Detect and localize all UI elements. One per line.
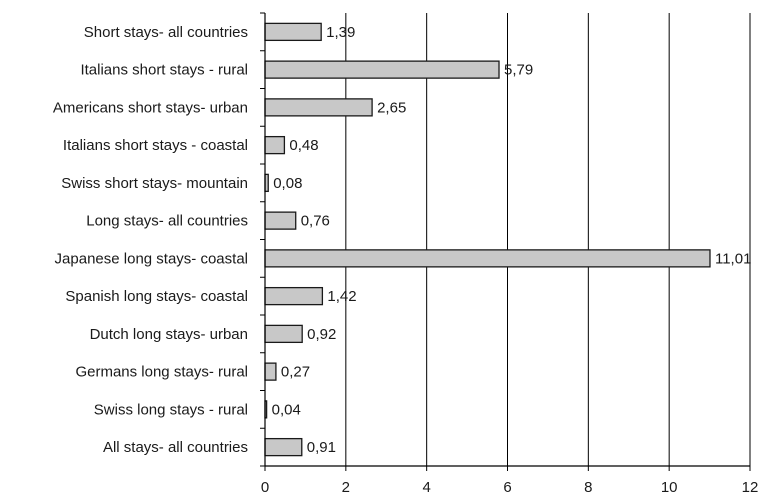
grid-lines	[345, 13, 751, 466]
x-tick-label: 6	[503, 479, 511, 496]
x-tick-label: 2	[342, 479, 350, 496]
x-tick-label: 8	[584, 479, 592, 496]
data-label: 11,01	[715, 250, 751, 267]
axes	[260, 12, 751, 471]
x-tick-label: 4	[422, 479, 430, 496]
data-label: 0,04	[272, 401, 301, 418]
x-tick-label: 0	[261, 479, 269, 496]
category-label: Swiss short stays- mountain	[61, 175, 248, 192]
data-label: 0,48	[289, 137, 318, 154]
bar	[264, 437, 303, 457]
category-label: All stays- all countries	[103, 439, 248, 456]
category-label: Spanish long stays- coastal	[65, 288, 248, 305]
labels: 1,39 Short stays- all countries 5,79 Italia…	[53, 24, 758, 496]
data-label: 0,92	[307, 326, 336, 343]
category-label: Americans short stays- urban	[53, 99, 248, 116]
bar	[264, 324, 303, 344]
category-label: Germans long stays- rural	[75, 364, 248, 381]
bar	[264, 22, 322, 42]
category-label: Italians short stays - rural	[80, 62, 248, 79]
category-label: Japanese long stays- coastal	[55, 250, 248, 267]
category-label: Long stays- all countries	[86, 213, 248, 230]
category-label: Italians short stays - coastal	[63, 137, 248, 154]
data-label: 0,08	[273, 175, 302, 192]
category-label: Short stays- all countries	[84, 24, 248, 41]
data-label: 5,79	[504, 62, 533, 79]
data-label: 1,42	[327, 288, 356, 305]
x-tick-label: 10	[661, 479, 678, 496]
category-label: Dutch long stays- urban	[90, 326, 248, 343]
bar	[264, 249, 711, 268]
x-tick-label: 12	[742, 479, 759, 496]
data-label: 0,76	[301, 213, 330, 230]
bar	[264, 362, 277, 381]
data-label: 0,27	[281, 364, 310, 381]
bar	[264, 98, 373, 117]
data-label: 0,91	[307, 439, 336, 456]
bar	[264, 286, 324, 306]
bars	[264, 22, 711, 457]
data-label: 2,65	[377, 99, 406, 116]
data-label: 1,39	[326, 24, 355, 41]
category-label: Swiss long stays - rural	[94, 401, 248, 418]
bar	[264, 135, 286, 155]
bar	[264, 60, 500, 79]
bar	[264, 211, 297, 230]
